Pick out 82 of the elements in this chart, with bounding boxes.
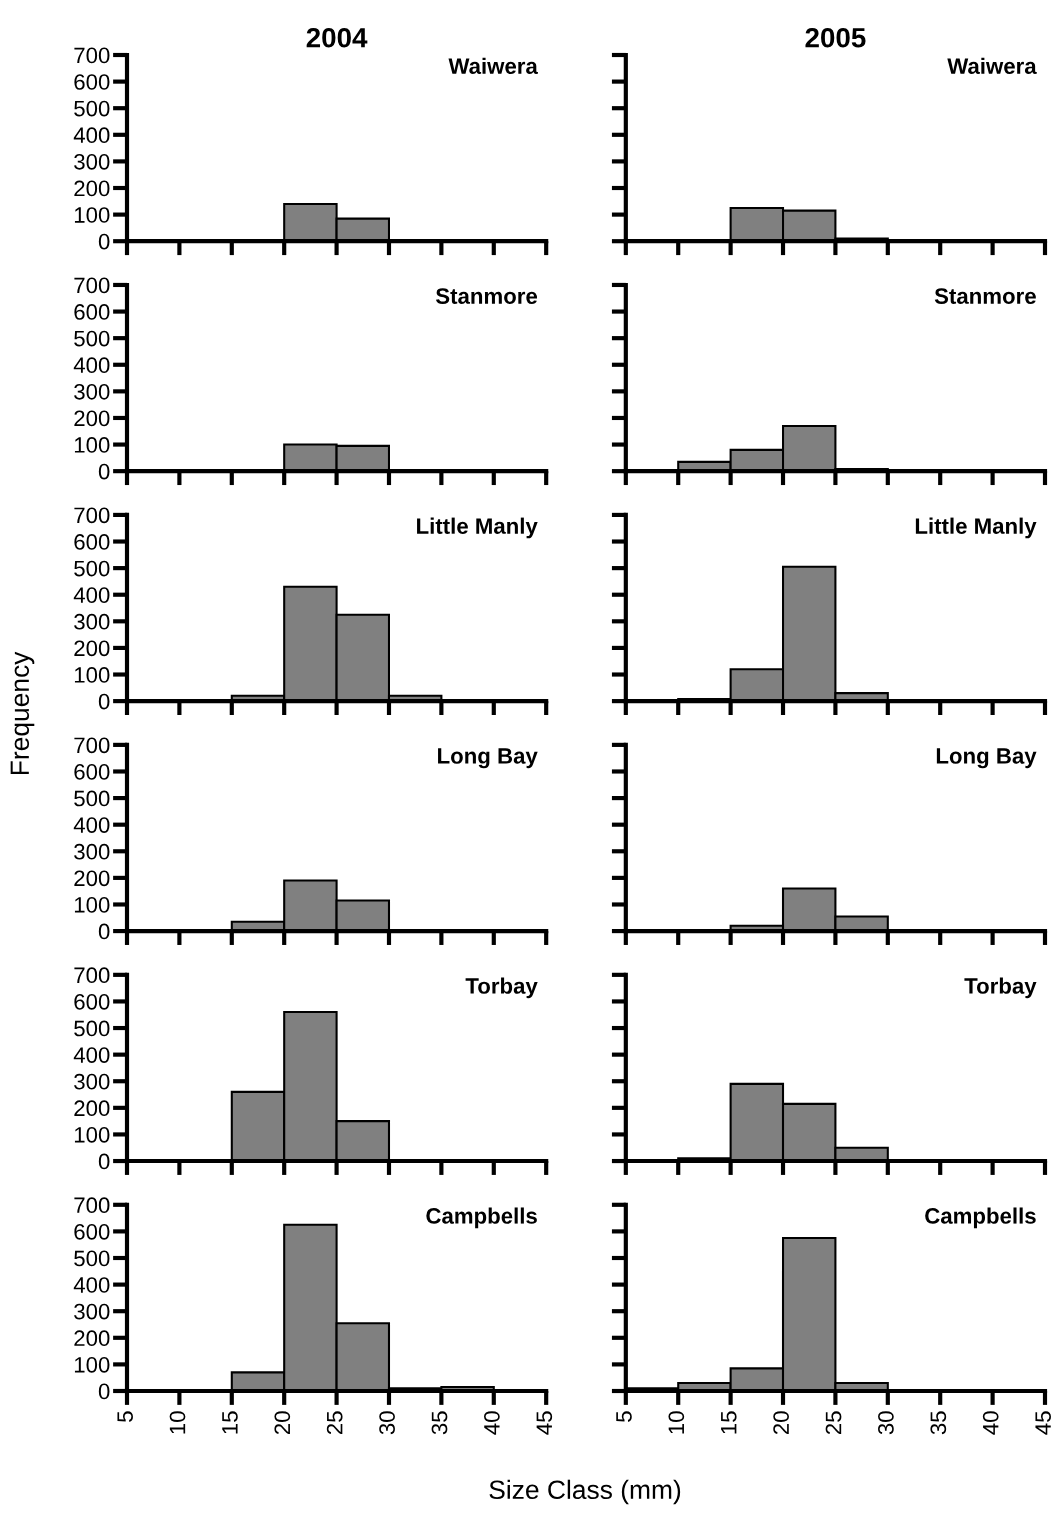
x-tick-label: 30 xyxy=(379,1411,395,1435)
y-tick-label: 300 xyxy=(74,383,110,400)
y-tick-label: 400 xyxy=(73,587,110,603)
y-tick-label: 0 xyxy=(98,1153,110,1170)
y-tick-label: 100 xyxy=(74,897,110,913)
y-tick-label: 400 xyxy=(73,1277,110,1293)
y-tick-label: 500 xyxy=(74,560,110,577)
chart-title: Long Bay xyxy=(936,748,1037,769)
y-tick-label: 0 xyxy=(98,693,110,710)
x-tick-label: 35 xyxy=(431,1411,448,1435)
x-axis-title: Size Class (mm) xyxy=(489,1479,681,1505)
y-tick-label: 600 xyxy=(74,74,110,90)
y-tick-label: 700 xyxy=(74,967,110,984)
x-tick-label: 10 xyxy=(668,1411,685,1434)
y-tick-label: 200 xyxy=(74,1100,110,1117)
x-tick-label: 35 xyxy=(930,1411,947,1435)
x-tick-label: 10 xyxy=(169,1411,186,1434)
chart-title: Torbay xyxy=(964,977,1037,999)
x-tick-label: 15 xyxy=(721,1411,737,1434)
y-tick-label: 500 xyxy=(74,330,110,347)
y-tick-label: 300 xyxy=(74,1303,110,1320)
y-tick-label: 0 xyxy=(98,923,110,940)
y-tick-label: 600 xyxy=(74,764,110,780)
y-tick-label: 300 xyxy=(74,153,110,170)
x-tick-label: 20 xyxy=(773,1411,789,1435)
y-tick-label: 700 xyxy=(74,1197,110,1214)
x-tick-label: 25 xyxy=(825,1411,842,1435)
y-tick-label: 100 xyxy=(74,207,110,223)
chart-title: Waiwera xyxy=(947,57,1037,74)
y-tick-label: 0 xyxy=(98,1383,110,1400)
x-tick-label: 20 xyxy=(274,1411,291,1435)
y-tick-label: 200 xyxy=(74,410,110,427)
y-tick-label: 600 xyxy=(74,304,110,320)
y-tick-label: 700 xyxy=(74,507,110,524)
y-tick-label: 400 xyxy=(73,127,110,144)
chart-title: Long Bay xyxy=(438,748,538,769)
y-tick-label: 400 xyxy=(73,1047,110,1063)
y-tick-label: 100 xyxy=(74,1126,110,1143)
chart-title: Waiwera xyxy=(448,57,538,74)
chart-title: Torbay xyxy=(465,977,538,999)
y-tick-label: 100 xyxy=(74,667,110,683)
y-tick-label: 0 xyxy=(98,463,110,480)
y-tick-label: 500 xyxy=(74,1020,110,1037)
y-tick-label: 500 xyxy=(74,100,110,117)
x-tick-label: 40 xyxy=(982,1411,999,1435)
chart-title: Little Manly xyxy=(915,517,1037,539)
y-tick-label: 400 xyxy=(73,357,110,374)
y-tick-label: 700 xyxy=(74,277,110,294)
y-tick-label: 600 xyxy=(74,993,110,1010)
y-tick-label: 300 xyxy=(74,843,110,860)
y-tick-label: 200 xyxy=(74,870,110,887)
y-tick-label: 200 xyxy=(74,180,110,197)
y-tick-label: 500 xyxy=(74,790,110,807)
x-tick-label: 25 xyxy=(326,1411,343,1435)
chart-title: Little Manly xyxy=(417,517,538,539)
x-tick-label: 30 xyxy=(878,1411,894,1435)
chart-title: Campbells xyxy=(426,1207,537,1229)
x-tick-label: 5 xyxy=(616,1411,632,1422)
y-tick-label: 100 xyxy=(74,437,110,453)
y-tick-label: 0 xyxy=(98,233,110,250)
y-tick-label: 600 xyxy=(74,1223,110,1240)
y-axis-title: Frequency xyxy=(10,651,35,775)
y-tick-label: 200 xyxy=(74,640,110,657)
chart-title: Campbells xyxy=(925,1207,1036,1229)
chart-subtitle: 2004 xyxy=(306,27,368,48)
y-tick-label: 500 xyxy=(74,1250,110,1267)
chart-subtitle: 2005 xyxy=(805,27,866,48)
chart-title: Stanmore xyxy=(934,288,1036,304)
x-tick-label: 45 xyxy=(536,1411,553,1435)
x-tick-label: 45 xyxy=(1035,1411,1051,1435)
y-tick-label: 700 xyxy=(74,737,110,754)
y-tick-label: 100 xyxy=(74,1356,110,1373)
y-tick-label: 300 xyxy=(74,1073,110,1090)
x-tick-label: 40 xyxy=(484,1411,500,1435)
x-tick-label: 15 xyxy=(222,1411,238,1434)
y-tick-label: 300 xyxy=(74,613,110,630)
y-tick-label: 400 xyxy=(73,817,110,833)
chart-title: Stanmore xyxy=(435,288,538,304)
x-tick-label: 5 xyxy=(117,1411,133,1422)
y-tick-label: 200 xyxy=(74,1330,110,1347)
y-tick-label: 600 xyxy=(74,534,110,550)
y-tick-label: 700 xyxy=(74,47,110,64)
